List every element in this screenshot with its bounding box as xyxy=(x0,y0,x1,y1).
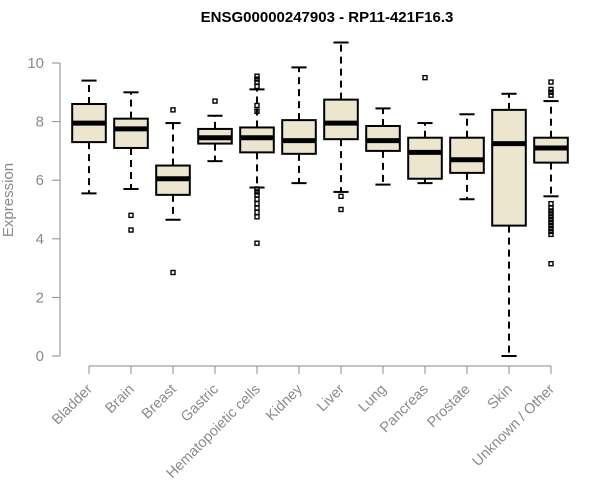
box-group xyxy=(239,73,275,246)
y-tick-label: 0 xyxy=(36,348,44,365)
outlier-point xyxy=(548,92,554,98)
x-tick-label: Lung xyxy=(356,382,390,416)
x-tick-label: Brain xyxy=(103,382,138,417)
outlier-point xyxy=(422,74,428,81)
outlier-point xyxy=(254,83,260,90)
box-group xyxy=(365,107,401,186)
outlier-point xyxy=(548,208,554,214)
iqr-box xyxy=(449,136,485,174)
box-group xyxy=(197,98,233,163)
x-tick-label: Kidney xyxy=(263,381,306,424)
outlier-point xyxy=(338,206,344,213)
outlier-point xyxy=(548,222,554,229)
x-tick-label: Skin xyxy=(485,382,516,413)
y-axis: 0 2 4 6 8 10 xyxy=(27,55,61,365)
box-group xyxy=(449,113,485,201)
box-group xyxy=(113,91,149,233)
outlier-point xyxy=(548,231,554,238)
outlier-point xyxy=(548,89,554,96)
outlier-point xyxy=(548,225,554,232)
outlier-point xyxy=(254,240,260,246)
outlier-point xyxy=(170,107,176,113)
iqr-box xyxy=(113,117,149,149)
x-tick-label: Prostate xyxy=(424,382,473,431)
chart-title: ENSG00000247903 - RP11-421F16.3 xyxy=(201,9,454,26)
outlier-point xyxy=(548,214,554,220)
outlier-point xyxy=(548,219,554,226)
iqr-box xyxy=(407,136,443,180)
outlier-point xyxy=(254,189,260,195)
x-tick-label: Bladder xyxy=(49,381,96,428)
y-tick-label: 8 xyxy=(36,114,44,131)
outlier-point xyxy=(548,86,554,93)
box-group xyxy=(281,66,317,185)
outlier-point xyxy=(170,269,176,276)
outlier-point xyxy=(128,227,134,233)
outlier-point xyxy=(254,200,260,207)
outlier-point xyxy=(548,211,554,217)
outlier-point xyxy=(212,98,218,104)
outlier-point xyxy=(128,212,134,219)
outlier-point xyxy=(548,200,554,207)
outlier-point xyxy=(548,261,554,267)
box-group xyxy=(407,74,443,185)
outlier-point xyxy=(548,79,554,85)
outlier-point xyxy=(254,79,260,85)
outlier-point xyxy=(254,214,260,220)
x-tick-label: Breast xyxy=(139,382,180,423)
outlier-point xyxy=(254,192,260,198)
box-series xyxy=(71,41,569,357)
box-group xyxy=(491,92,527,357)
outlier-point xyxy=(254,108,260,115)
y-tick-label: 4 xyxy=(36,231,44,248)
x-tick-label: Liver xyxy=(314,381,348,415)
outlier-point xyxy=(548,228,554,235)
box-group xyxy=(323,41,359,213)
outlier-point xyxy=(254,186,260,192)
iqr-box xyxy=(323,98,359,141)
y-tick-label: 10 xyxy=(27,55,44,72)
iqr-box xyxy=(491,108,527,227)
outlier-point xyxy=(254,73,260,79)
y-tick-label: 6 xyxy=(36,172,44,189)
outlier-point xyxy=(254,205,260,211)
y-axis-label: Expression xyxy=(0,163,17,237)
outlier-point xyxy=(548,205,554,211)
outlier-point xyxy=(254,76,260,82)
box-group xyxy=(533,79,569,267)
box-group xyxy=(155,107,191,276)
outlier-point xyxy=(254,102,260,109)
outlier-point xyxy=(338,193,344,200)
y-tick-label: 2 xyxy=(36,289,44,306)
outlier-point xyxy=(254,196,260,202)
iqr-box xyxy=(281,119,317,155)
outlier-point xyxy=(548,217,554,223)
outlier-point xyxy=(254,209,260,216)
box-group xyxy=(71,79,107,195)
